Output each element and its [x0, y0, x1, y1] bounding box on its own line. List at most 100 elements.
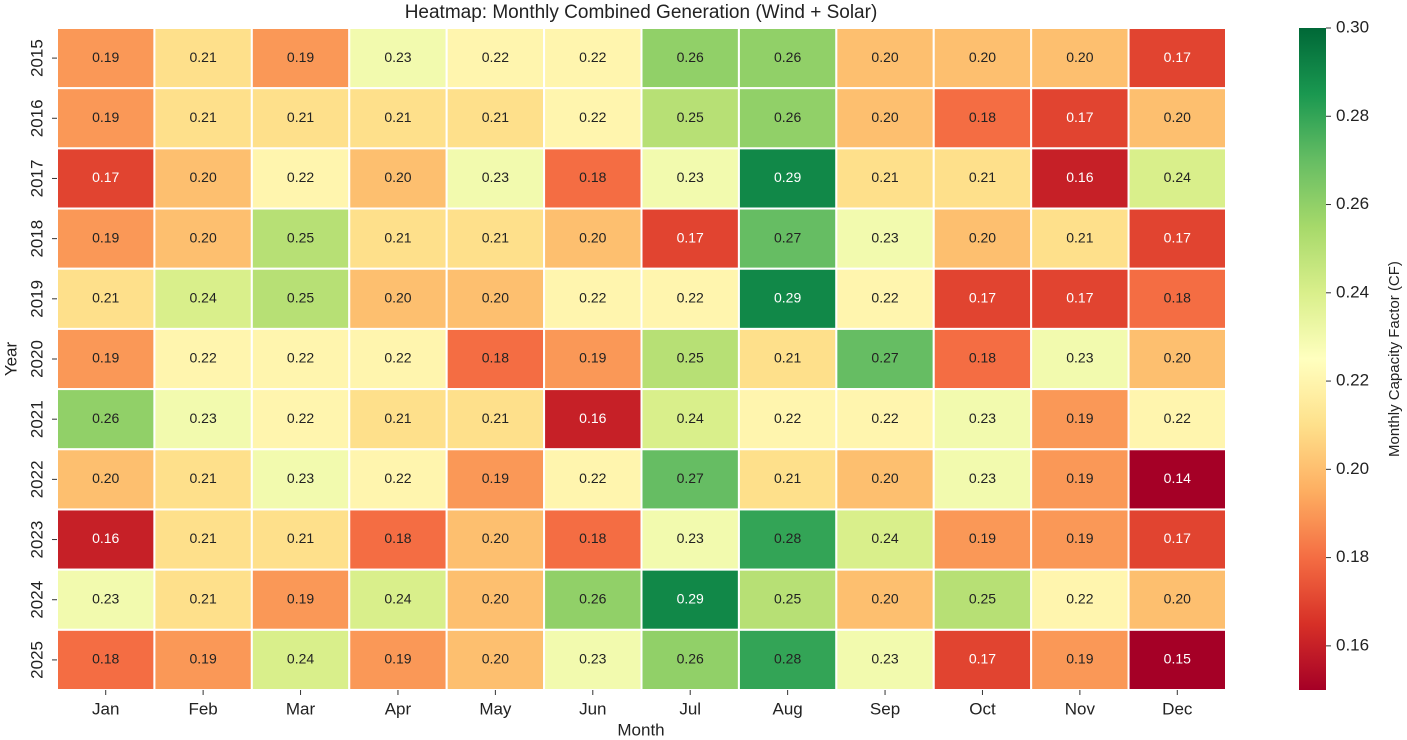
cell-label: 0.18 — [969, 350, 996, 366]
cell-label: 0.17 — [92, 169, 119, 185]
cell-label: 0.22 — [482, 49, 509, 65]
cell-label: 0.21 — [384, 410, 411, 426]
heatmap-cell — [56, 448, 156, 511]
heatmap-cell — [56, 207, 156, 270]
cell-label: 0.24 — [190, 290, 217, 306]
heatmap-cell — [640, 508, 740, 571]
heatmap-cell — [640, 267, 740, 330]
y-tick-label: 2021 — [27, 400, 46, 438]
heatmap-cell — [835, 508, 935, 571]
cell-label: 0.24 — [384, 590, 411, 606]
cell-label: 0.18 — [969, 109, 996, 125]
heatmap-cell — [250, 448, 351, 511]
heatmap-cell — [932, 87, 1033, 150]
cell-label: 0.20 — [482, 290, 509, 306]
cell-label: 0.27 — [871, 350, 898, 366]
cell-label: 0.19 — [287, 49, 314, 65]
cell-label: 0.20 — [190, 169, 217, 185]
cell-label: 0.18 — [1164, 290, 1191, 306]
cell-label: 0.21 — [190, 470, 217, 486]
cell-label: 0.24 — [677, 410, 704, 426]
cell-label: 0.22 — [287, 350, 314, 366]
heatmap-cell — [543, 628, 643, 691]
cell-label: 0.19 — [92, 109, 119, 125]
cell-label: 0.20 — [92, 470, 119, 486]
cell-label: 0.21 — [287, 530, 314, 546]
cell-label: 0.26 — [774, 49, 801, 65]
cell-label: 0.28 — [774, 651, 801, 667]
cell-label: 0.22 — [579, 109, 606, 125]
cell-label: 0.19 — [92, 49, 119, 65]
cell-label: 0.23 — [482, 169, 509, 185]
colorbar-tick-label: 0.18 — [1336, 547, 1369, 566]
heatmap-cell — [1127, 568, 1228, 631]
cell-label: 0.18 — [92, 651, 119, 667]
x-axis-label: Month — [617, 720, 664, 739]
cell-label: 0.25 — [677, 109, 704, 125]
heatmap-cell — [348, 87, 448, 150]
cell-label: 0.23 — [384, 49, 411, 65]
heatmap-cell — [543, 87, 643, 150]
heatmap-cell — [1030, 448, 1130, 511]
cell-label: 0.20 — [969, 49, 996, 65]
heatmap-cell — [445, 388, 546, 451]
y-tick-label: 2017 — [27, 160, 46, 198]
heatmap-cell — [737, 87, 838, 150]
cell-label: 0.27 — [677, 470, 704, 486]
y-tick-label: 2024 — [27, 581, 46, 619]
y-tick-label: 2020 — [27, 340, 46, 378]
cell-label: 0.18 — [482, 350, 509, 366]
cell-label: 0.20 — [190, 229, 217, 245]
heatmap-cell — [153, 388, 253, 451]
heatmap-cell — [640, 87, 740, 150]
heatmap-cell — [348, 568, 448, 631]
heatmap-cell — [56, 388, 156, 451]
heatmap-cell — [250, 147, 351, 210]
cell-label: 0.21 — [190, 109, 217, 125]
heatmap-cell — [737, 568, 838, 631]
cell-label: 0.21 — [287, 109, 314, 125]
heatmap-cell — [348, 628, 448, 691]
cell-label: 0.25 — [287, 229, 314, 245]
cell-label: 0.22 — [677, 290, 704, 306]
heatmap-cell — [445, 267, 546, 330]
heatmap-cell — [56, 327, 156, 391]
heatmap-cell — [445, 87, 546, 150]
cell-label: 0.19 — [1066, 651, 1093, 667]
cell-label: 0.15 — [1164, 651, 1191, 667]
cell-label: 0.20 — [384, 290, 411, 306]
cell-label: 0.29 — [677, 590, 704, 606]
heatmap-cell — [153, 27, 253, 90]
heatmap-cell — [543, 508, 643, 571]
cell-label: 0.21 — [871, 169, 898, 185]
cell-label: 0.20 — [1164, 350, 1191, 366]
cell-label: 0.29 — [774, 290, 801, 306]
cell-label: 0.22 — [384, 350, 411, 366]
cell-label: 0.23 — [677, 530, 704, 546]
colorbar-tick-label: 0.20 — [1336, 459, 1369, 478]
cell-label: 0.26 — [774, 109, 801, 125]
cell-label: 0.18 — [579, 530, 606, 546]
heatmap-cell — [1127, 508, 1228, 571]
heatmap-cell — [1127, 327, 1228, 391]
heatmap-cell — [640, 448, 740, 511]
heatmap-cell — [932, 327, 1033, 391]
y-tick-label: 2022 — [27, 460, 46, 498]
heatmap-cell — [1127, 448, 1228, 511]
cell-label: 0.19 — [969, 530, 996, 546]
x-tick-label: Jan — [92, 699, 119, 718]
heatmap-cell — [640, 327, 740, 391]
colorbar-tick-label: 0.26 — [1336, 194, 1369, 213]
x-tick-label: Sep — [870, 699, 900, 718]
cell-label: 0.19 — [384, 651, 411, 667]
cell-label: 0.26 — [677, 651, 704, 667]
cell-label: 0.19 — [1066, 470, 1093, 486]
cell-label: 0.19 — [190, 651, 217, 667]
cell-label: 0.23 — [287, 470, 314, 486]
x-tick-label: Oct — [969, 699, 996, 718]
cell-label: 0.22 — [774, 410, 801, 426]
y-tick-label: 2025 — [27, 641, 46, 679]
heatmap-cell — [543, 327, 643, 391]
cell-label: 0.20 — [482, 530, 509, 546]
